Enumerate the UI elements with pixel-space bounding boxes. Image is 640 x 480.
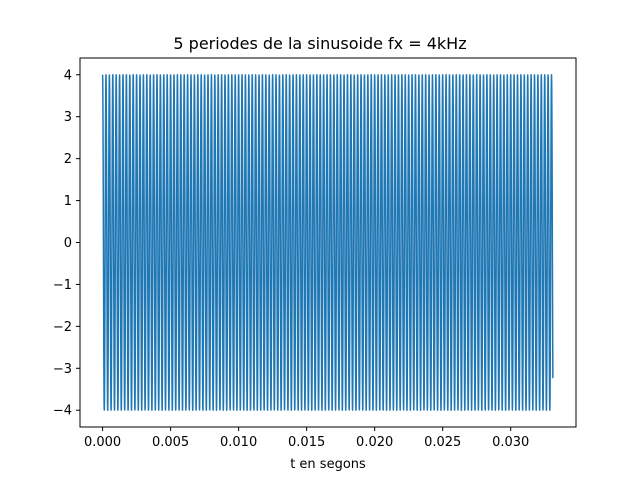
x-tick-label: 0.010 [220,435,257,450]
x-axis: 0.000 0.005 0.010 0.015 0.020 0.025 0.030 [84,427,529,450]
y-tick-label: −3 [53,362,72,377]
y-tick-label: −4 [53,404,72,419]
x-tick-label: 0.005 [152,435,189,450]
x-tick-label: 0.000 [84,435,121,450]
series-line-0 [101,74,554,411]
x-tick-label: 0.015 [288,435,325,450]
y-tick-label: −1 [53,278,72,293]
y-tick-label: −2 [53,320,72,335]
x-tick-label: 0.020 [356,435,393,450]
y-tick-label: 2 [64,152,72,167]
y-tick-label: 3 [64,110,72,125]
y-tick-label: 4 [64,68,72,83]
plot-area [101,74,554,411]
x-axis-label: t en segons [290,457,366,472]
chart-title: 5 periodes de la sinusoide fx = 4kHz [173,34,466,53]
y-tick-label: 1 [64,194,72,209]
x-tick-label: 0.030 [492,435,529,450]
x-tick-label: 0.025 [424,435,461,450]
y-axis: −4 −3 −2 −1 0 1 2 3 4 [53,68,80,419]
y-tick-label: 0 [64,236,72,251]
